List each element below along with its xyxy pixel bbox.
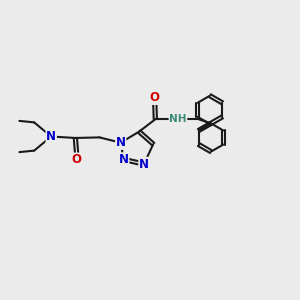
- Text: O: O: [72, 153, 82, 166]
- Text: NH: NH: [169, 114, 187, 124]
- Text: N: N: [116, 136, 126, 149]
- Text: O: O: [150, 91, 160, 104]
- Text: N: N: [119, 153, 129, 166]
- Text: N: N: [46, 130, 56, 143]
- Text: N: N: [139, 158, 149, 170]
